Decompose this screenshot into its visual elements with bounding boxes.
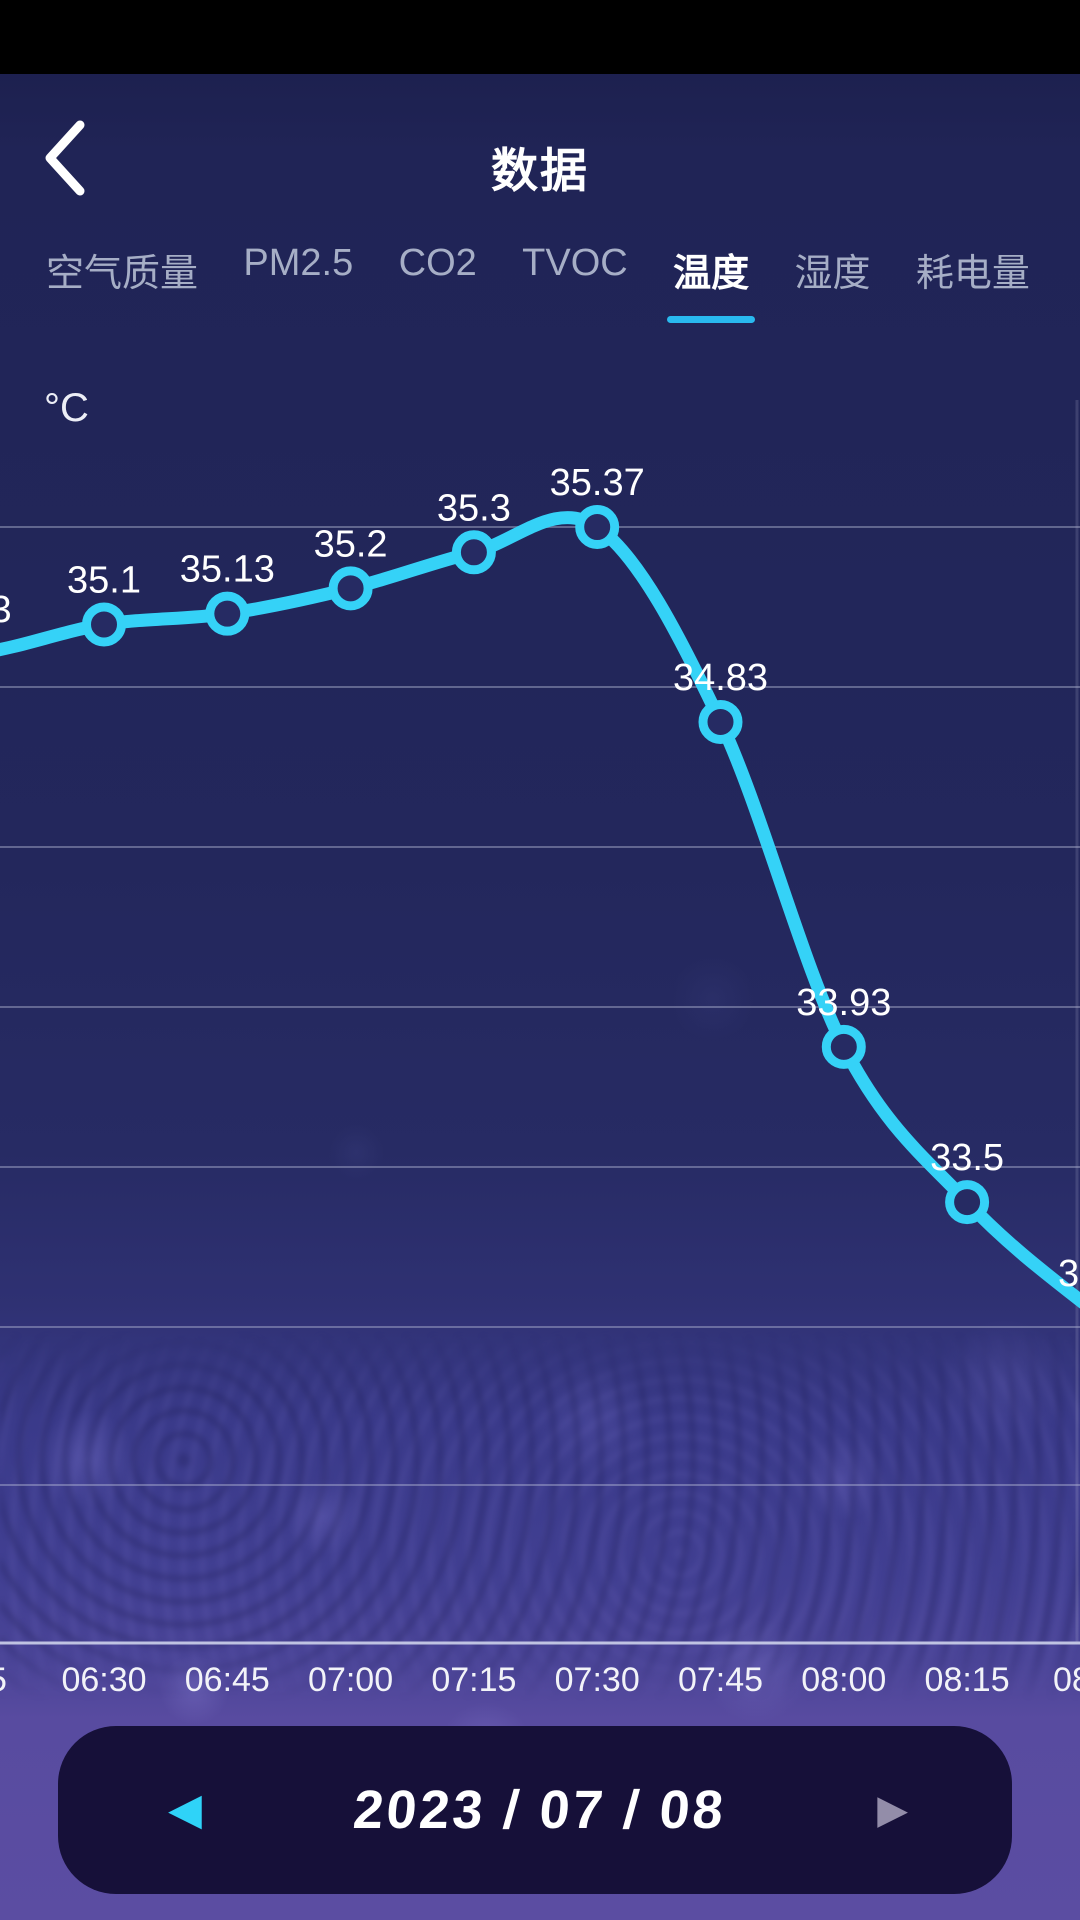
tab-2[interactable]: CO2 (398, 242, 477, 284)
x-axis-label: 06:45 (184, 1661, 270, 1699)
data-point (451, 530, 496, 575)
data-point-label: 34.83 (673, 657, 768, 699)
chevron-left-icon (45, 120, 85, 196)
temperature-line (0, 511, 1080, 1309)
data-point-label: 35.37 (550, 462, 645, 504)
clipped-value-label-left: 3 (0, 589, 12, 631)
data-point-label: 33.5 (930, 1137, 1004, 1179)
tab-temperature[interactable]: 温度 (673, 242, 749, 323)
x-axis-label: 07:00 (308, 1661, 394, 1699)
data-point (945, 1180, 990, 1225)
tab-6[interactable]: 耗电量 (915, 253, 1030, 295)
background-texture (0, 1330, 1080, 1702)
data-point-label: 33.93 (796, 982, 891, 1024)
data-point-label: 35.13 (180, 549, 275, 591)
x-axis-label: 08:15 (924, 1661, 1010, 1699)
page-title: 数据 (491, 144, 589, 197)
x-axis-label: 07:15 (431, 1661, 517, 1699)
tab-1[interactable]: PM2.5 (243, 242, 354, 284)
x-axis-label: 07:45 (677, 1661, 764, 1699)
x-axis-label: 06:30 (61, 1661, 147, 1699)
clipped-x-label-left: 5 (0, 1654, 7, 1706)
data-point (698, 699, 743, 744)
y-axis-unit: °C (44, 386, 89, 430)
tab-3[interactable]: TVOC (522, 242, 628, 284)
x-axis-label: 07:30 (554, 1661, 640, 1699)
data-point (205, 591, 250, 636)
date-value: 2023 / 07 / 08 (350, 1780, 729, 1840)
tab-bar: 空气质量 PM2.5 CO2 TVOC 温度 湿度 耗电量 (0, 242, 1080, 323)
next-day-button[interactable]: ▶ (877, 1788, 908, 1832)
clipped-value-label-right: 3 (1058, 1253, 1079, 1295)
back-button[interactable] (40, 118, 90, 198)
data-point-label: 35.2 (314, 523, 388, 565)
date-picker: ◀ 2023 / 07 / 08 ▶ (58, 1726, 1012, 1894)
data-point-label: 35.1 (67, 559, 141, 601)
data-point (82, 602, 126, 647)
tab-5[interactable]: 湿度 (794, 253, 871, 295)
tab-0[interactable]: 空气质量 (46, 253, 199, 295)
x-axis: 06:30 06:45 07:00 07:15 07:30 07:45 08:00 08:15… (0, 1654, 1080, 1706)
status-bar (0, 0, 1080, 74)
data-point-label: 35.3 (437, 487, 511, 529)
clipped-x-label-right: 08 (1053, 1661, 1080, 1699)
data-point (821, 1024, 866, 1069)
data-point (328, 566, 373, 611)
prev-day-button[interactable]: ◀ (168, 1785, 202, 1834)
data-point (575, 505, 620, 549)
x-axis-label: 08:00 (801, 1661, 887, 1699)
